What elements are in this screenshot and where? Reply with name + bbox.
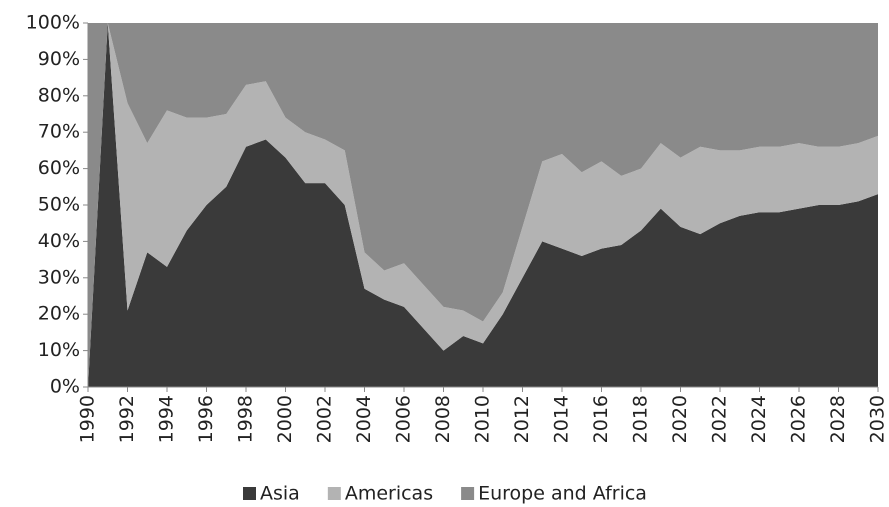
x-tick-label: 1990 xyxy=(77,395,99,443)
x-tick-label: 2020 xyxy=(669,395,691,443)
area xyxy=(88,23,878,387)
y-tick-label: 100% xyxy=(26,12,80,34)
x-tick-label: 2030 xyxy=(867,395,889,443)
y-tick-label: 40% xyxy=(38,230,80,252)
x-tick-label: 2006 xyxy=(393,395,415,443)
x-tick-label: 2000 xyxy=(274,395,296,443)
x-tick-label: 1992 xyxy=(116,395,138,443)
x-tick-label: 1996 xyxy=(195,395,217,443)
x-tick-label: 2022 xyxy=(709,395,731,443)
y-tick-label: 30% xyxy=(38,266,80,288)
x-tick-label: 2002 xyxy=(314,395,336,443)
legend-label: Europe and Africa xyxy=(478,483,647,505)
y-tick-label: 90% xyxy=(38,48,80,70)
y-tick-label: 20% xyxy=(38,303,80,325)
x-tick-label: 1994 xyxy=(156,395,178,443)
y-tick-label: 70% xyxy=(38,121,80,143)
x-tick-label: 2024 xyxy=(748,395,770,443)
x-tick-label: 2028 xyxy=(827,395,849,443)
y-tick-label: 80% xyxy=(38,84,80,106)
area xyxy=(88,23,878,387)
area xyxy=(88,23,878,387)
x-tick-label: 2026 xyxy=(788,395,810,443)
x-tick-label: 2014 xyxy=(551,395,573,443)
x-tick-label: 2016 xyxy=(590,395,612,443)
x-tick-label: 1998 xyxy=(235,395,257,443)
x-tick-label: 2010 xyxy=(472,395,494,443)
legend-swatch xyxy=(243,487,256,500)
legend: Asia Americas Europe and Africa xyxy=(243,483,647,505)
legend-swatch xyxy=(461,487,475,500)
x-tick-label: 2018 xyxy=(630,395,652,443)
legend-label: Americas xyxy=(345,483,433,505)
x-tick-label: 2004 xyxy=(353,395,375,443)
x-tick-label: 2008 xyxy=(432,395,454,443)
x-tick-label: 2012 xyxy=(511,395,533,443)
y-tick-label: 50% xyxy=(38,194,80,216)
legend-label: Asia xyxy=(260,483,300,505)
y-tick-label: 0% xyxy=(50,376,80,398)
y-tick-label: 60% xyxy=(38,157,80,179)
legend-swatch xyxy=(327,487,341,500)
y-tick-label: 10% xyxy=(38,339,80,361)
